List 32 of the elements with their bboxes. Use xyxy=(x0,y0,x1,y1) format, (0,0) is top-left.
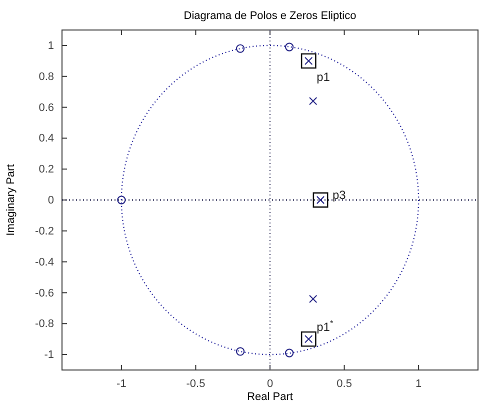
point xyxy=(236,44,245,53)
data-label: p1 xyxy=(316,70,330,84)
y-tick-label: 0.4 xyxy=(38,132,54,145)
y-tick-label: -1 xyxy=(44,349,54,362)
y-tick-label: -0.6 xyxy=(35,287,54,300)
y-tick-label: -0.2 xyxy=(35,225,54,238)
x-axis-title: Real Part xyxy=(247,391,293,403)
x-tick-label: 0.5 xyxy=(336,378,352,390)
y-tick-label: 0.6 xyxy=(38,102,54,114)
x-tick-label: -0.5 xyxy=(186,378,206,390)
point xyxy=(236,347,245,356)
x-tick-label: 1 xyxy=(416,378,422,390)
point xyxy=(312,192,328,208)
y-tick-label: 0.2 xyxy=(38,164,54,176)
chart-title: Diagrama de Polos e Zeros Eliptico xyxy=(184,10,356,22)
y-axis-title: Imaginary Part xyxy=(5,164,17,236)
point xyxy=(300,53,316,69)
data-label: p3 xyxy=(332,188,346,202)
point xyxy=(284,348,294,358)
y-tick-label: 0.8 xyxy=(38,70,54,83)
point xyxy=(117,196,126,204)
y-tick-label: -0.4 xyxy=(35,256,54,268)
x-tick-label: 0 xyxy=(266,378,274,390)
point xyxy=(308,294,318,304)
point xyxy=(300,331,316,347)
point xyxy=(284,42,294,52)
y-tick-label: -0.8 xyxy=(35,318,54,330)
x-tick-label: -1 xyxy=(116,378,126,390)
y-tick-label: 1 xyxy=(48,40,54,52)
data-label: p1$^{*}$ xyxy=(316,318,334,334)
point xyxy=(308,96,318,106)
y-tick-label: 0 xyxy=(48,194,54,207)
